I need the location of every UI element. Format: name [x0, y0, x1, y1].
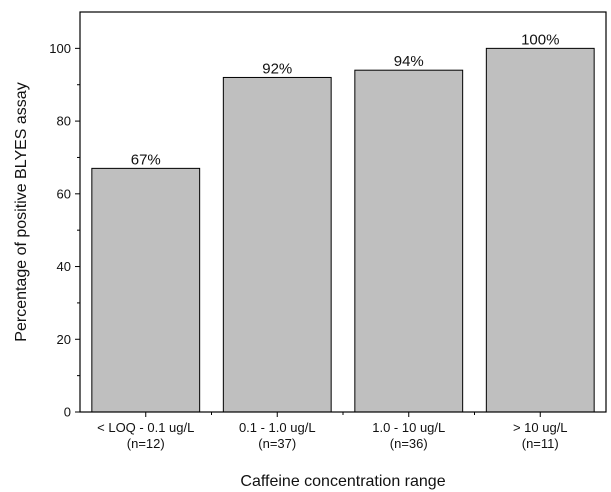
x-axis-title: Caffeine concentration range: [240, 473, 445, 490]
y-tick-label-2: 20: [57, 332, 71, 347]
x-tick-label-2-line-1: 0.1 - 1.0 ug/L: [239, 420, 316, 435]
x-tick-label-4-line-2: (n=11): [522, 436, 559, 451]
y-axis-ticks: 0 20 40 60 80 100: [49, 41, 80, 420]
x-tick-label-3-line-2: (n=36): [390, 436, 428, 451]
x-tick-label-1-line-2: (n=12): [127, 436, 165, 451]
data-label-2: 92%: [262, 60, 292, 77]
y-tick-label-5: 80: [57, 114, 71, 129]
y-tick-label-6: 100: [49, 41, 71, 56]
x-tick-label-4-line-1: > 10 ug/L: [513, 420, 568, 435]
data-label-4: 100%: [521, 31, 559, 48]
y-axis-title: Percentage of positive BLYES assay: [13, 82, 30, 341]
data-label-1: 67%: [131, 151, 161, 168]
y-tick-label-4: 60: [57, 186, 71, 201]
data-labels-group: 67% 92% 94% 100%: [131, 31, 560, 168]
x-tick-label-3-line-1: 1.0 - 10 ug/L: [372, 420, 445, 435]
bar-3: [354, 69, 464, 413]
data-label-3: 94%: [394, 53, 424, 70]
bar-2: [222, 76, 332, 413]
y-tick-label-3: 40: [57, 259, 71, 274]
bar-4: [485, 47, 595, 413]
bars-group: [91, 47, 595, 413]
x-tick-label-1-line-1: < LOQ - 0.1 ug/L: [97, 420, 194, 435]
x-axis-ticks: < LOQ - 0.1 ug/L(n=12)0.1 - 1.0 ug/L(n=3…: [97, 412, 568, 451]
y-tick-label-1: 0: [64, 405, 71, 420]
x-tick-label-2-line-2: (n=37): [258, 436, 296, 451]
bar-1: [91, 167, 201, 413]
